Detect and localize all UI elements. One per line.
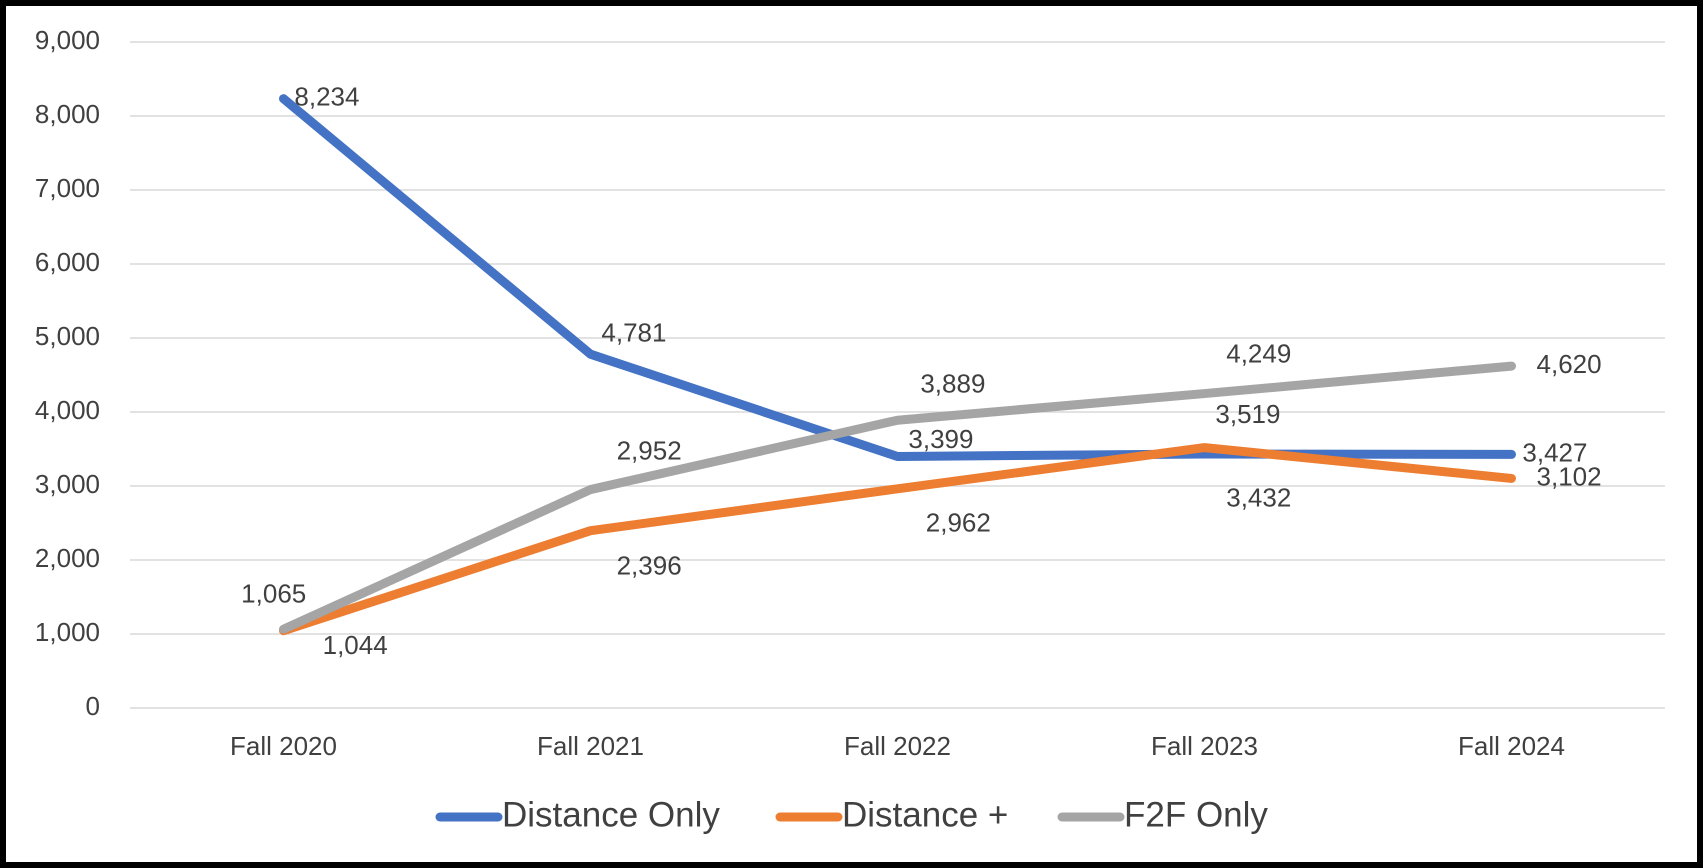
x-tick-label: Fall 2022: [844, 731, 951, 761]
y-tick-label: 2,000: [35, 543, 100, 573]
x-tick-label: Fall 2024: [1458, 731, 1565, 761]
x-tick-label: Fall 2021: [537, 731, 644, 761]
data-label: 4,620: [1537, 349, 1602, 379]
data-label: 1,044: [323, 630, 388, 660]
y-tick-label: 6,000: [35, 247, 100, 277]
data-label: 3,102: [1537, 461, 1602, 491]
series-line: [279, 361, 1516, 634]
y-tick-label: 5,000: [35, 321, 100, 351]
series-line: [279, 443, 1516, 636]
data-label: 3,399: [908, 424, 973, 454]
y-tick-label: 4,000: [35, 395, 100, 425]
x-tick-label: Fall 2023: [1151, 731, 1258, 761]
y-tick-label: 1,000: [35, 617, 100, 647]
y-tick-label: 8,000: [35, 99, 100, 129]
data-label: 2,962: [926, 508, 991, 538]
data-label: 2,396: [617, 550, 682, 580]
legend-label: Distance +: [842, 795, 1008, 834]
y-tick-label: 3,000: [35, 469, 100, 499]
data-label: 3,889: [920, 368, 985, 398]
y-tick-label: 7,000: [35, 173, 100, 203]
data-label: 2,952: [617, 436, 682, 466]
data-label: 4,249: [1226, 338, 1291, 368]
y-tick-label: 0: [86, 691, 100, 721]
x-tick-label: Fall 2020: [230, 731, 337, 761]
legend-label: Distance Only: [502, 795, 720, 834]
data-label: 1,065: [241, 578, 306, 608]
data-label: 3,519: [1215, 399, 1280, 429]
data-label: 3,427: [1522, 437, 1587, 467]
legend-label: F2F Only: [1124, 795, 1268, 834]
y-tick-label: 9,000: [35, 25, 100, 55]
data-label: 4,781: [601, 318, 666, 348]
data-label: 8,234: [294, 82, 359, 112]
data-label: 3,432: [1226, 483, 1291, 513]
